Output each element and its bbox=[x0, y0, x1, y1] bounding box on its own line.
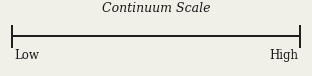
Text: Continuum Scale: Continuum Scale bbox=[102, 2, 210, 15]
Text: High: High bbox=[269, 49, 298, 62]
Text: Low: Low bbox=[14, 49, 39, 62]
